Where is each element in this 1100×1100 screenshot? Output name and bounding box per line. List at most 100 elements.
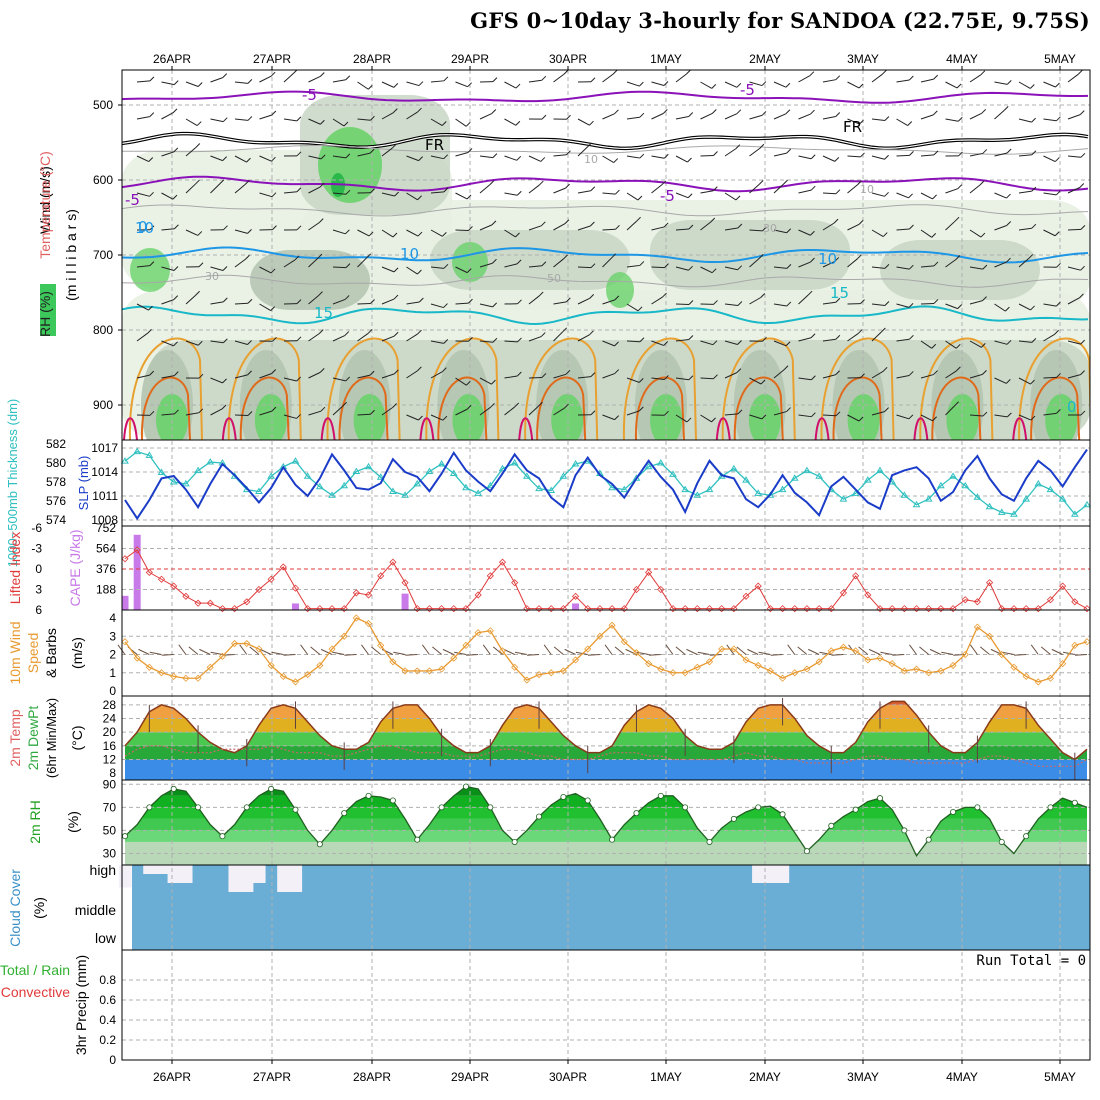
wind-barb	[602, 373, 615, 379]
wind-barb-flag	[540, 332, 546, 337]
wind-barb-flag	[148, 157, 154, 162]
wind-barb	[161, 413, 175, 416]
lifted-index-point	[474, 591, 482, 599]
wind-barb-flag	[785, 341, 791, 347]
wind-barb	[798, 294, 809, 305]
wind-barb-flag	[954, 216, 960, 222]
surface-wind-barb	[249, 646, 260, 655]
wind-barb	[700, 414, 712, 423]
rh-point	[511, 838, 518, 845]
wind-speed-point	[328, 645, 336, 653]
cape-ytick-right: 376	[96, 562, 116, 576]
isotherm-30	[913, 417, 929, 440]
wind-barb	[945, 188, 958, 194]
wind-barb	[700, 340, 714, 346]
wind-barb-flag	[786, 301, 792, 307]
cloud-cover-fill	[132, 865, 1090, 950]
wind-barb	[969, 184, 981, 194]
wind-barb	[822, 374, 836, 379]
wind-barb	[1043, 412, 1057, 416]
wind-barb-flag	[857, 180, 862, 186]
wind-barb-flag	[590, 77, 596, 83]
lifted-index-point	[523, 605, 531, 613]
thickness-point	[522, 472, 531, 479]
wind-barb	[896, 266, 910, 270]
wind-barb-flag	[222, 73, 228, 79]
lifted-index-point	[779, 605, 787, 613]
temp-ylabel-unit: (°C)	[69, 725, 85, 750]
slp-ytick-right: 1017	[91, 441, 118, 455]
isotherm-30	[1012, 417, 1028, 440]
rh-point	[1071, 799, 1078, 806]
surface-wind-barb	[310, 646, 321, 655]
date-label-bottom: 30APR	[549, 1070, 587, 1084]
wind-speed-point	[425, 667, 433, 675]
wind-barb-flag	[907, 121, 913, 126]
wind-barb-flag	[148, 305, 153, 311]
isotherm-15	[122, 305, 1089, 326]
isotherm-30	[518, 417, 534, 440]
wind-barb	[455, 81, 468, 88]
wind-barb	[626, 192, 639, 201]
wind-speed-point	[1059, 660, 1067, 668]
isotherm-20	[524, 337, 599, 440]
surface-wind-barb	[969, 644, 978, 655]
wind-barb	[528, 376, 543, 379]
wind-barb	[504, 406, 516, 416]
wind-barb-flag	[197, 231, 203, 236]
wind-barb-flag	[933, 74, 939, 80]
dewpoint-line	[124, 745, 1088, 767]
wind-barb-flag	[932, 194, 937, 200]
wind-barb-flag	[345, 153, 351, 159]
lifted-index-point	[571, 592, 580, 600]
wind-barb	[455, 266, 468, 274]
wind-barb-flag	[174, 224, 179, 230]
wind-barb-flag	[368, 231, 374, 237]
wind-barb	[136, 116, 150, 120]
wind-barb	[1067, 155, 1081, 158]
wind-barb-flag	[296, 299, 302, 304]
lifted-index-point	[133, 546, 141, 554]
wind-barb	[185, 229, 199, 236]
thickness-point	[510, 459, 519, 466]
cape-ytick-right: 564	[96, 542, 116, 556]
rh-moist-core	[130, 248, 170, 292]
contour-label: 30	[763, 222, 777, 235]
cape-ytick-left: 0	[35, 562, 42, 576]
wind-barb	[1018, 227, 1032, 231]
wind-barb	[896, 79, 910, 83]
upper-ylabel-rh: RH (%)	[37, 291, 53, 337]
wind-barb-flag	[834, 257, 840, 262]
wind-barb	[553, 331, 564, 342]
wind-barb-flag	[957, 304, 962, 310]
isotherm-25	[437, 376, 488, 440]
wind-barb	[1018, 303, 1031, 311]
wind-barb-flag	[833, 218, 839, 224]
lifted-index-point	[328, 605, 336, 613]
wind-barb	[430, 229, 443, 237]
thickness-point	[778, 485, 787, 493]
rh-band	[125, 795, 1087, 808]
wind-barb-flag	[761, 414, 767, 420]
wind-speed-point	[170, 672, 178, 680]
lifted-index-point	[462, 605, 470, 613]
lifted-index-point	[340, 605, 348, 613]
wind-barb-flag	[1006, 339, 1012, 345]
wind-barb	[185, 147, 197, 157]
wind-barb-flag	[418, 297, 424, 303]
wind-barb	[283, 72, 294, 83]
wind-barb-flag	[880, 327, 886, 333]
wind-barb-flag	[857, 254, 862, 260]
wind-barb-flag	[1006, 193, 1011, 199]
surface-wind-barb	[553, 646, 564, 655]
rh-point	[876, 795, 883, 802]
isotherm-25	[338, 376, 389, 440]
wind-barb-flag	[149, 261, 155, 266]
wind-speed-point	[438, 665, 446, 673]
wind-barb-flag	[319, 182, 325, 188]
surface-wind-barb	[210, 651, 223, 655]
wind-barb	[602, 155, 614, 163]
wind-barb-flag	[786, 407, 791, 412]
wind-speed-point	[681, 669, 689, 677]
wind-barb	[308, 186, 321, 194]
